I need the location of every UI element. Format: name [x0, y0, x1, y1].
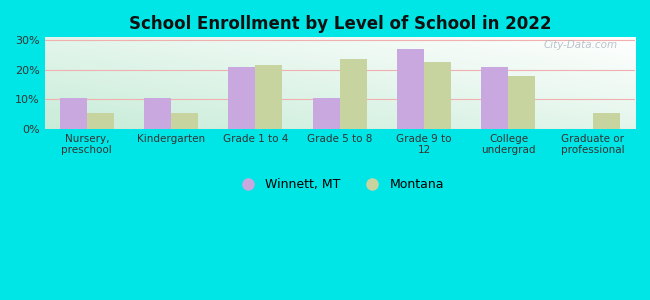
Bar: [508, 76, 536, 129]
Bar: [229, 67, 255, 129]
Bar: [593, 112, 620, 129]
Text: City-Data.com: City-Data.com: [543, 40, 618, 50]
Bar: [87, 112, 114, 129]
Bar: [171, 112, 198, 129]
Bar: [255, 65, 283, 129]
Bar: [397, 49, 424, 129]
Title: School Enrollment by Level of School in 2022: School Enrollment by Level of School in …: [129, 15, 551, 33]
Bar: [424, 62, 451, 129]
Bar: [144, 98, 171, 129]
Bar: [340, 59, 367, 129]
Bar: [482, 67, 508, 129]
Bar: [60, 98, 87, 129]
Bar: [313, 98, 340, 129]
Legend: Winnett, MT, Montana: Winnett, MT, Montana: [231, 173, 449, 196]
